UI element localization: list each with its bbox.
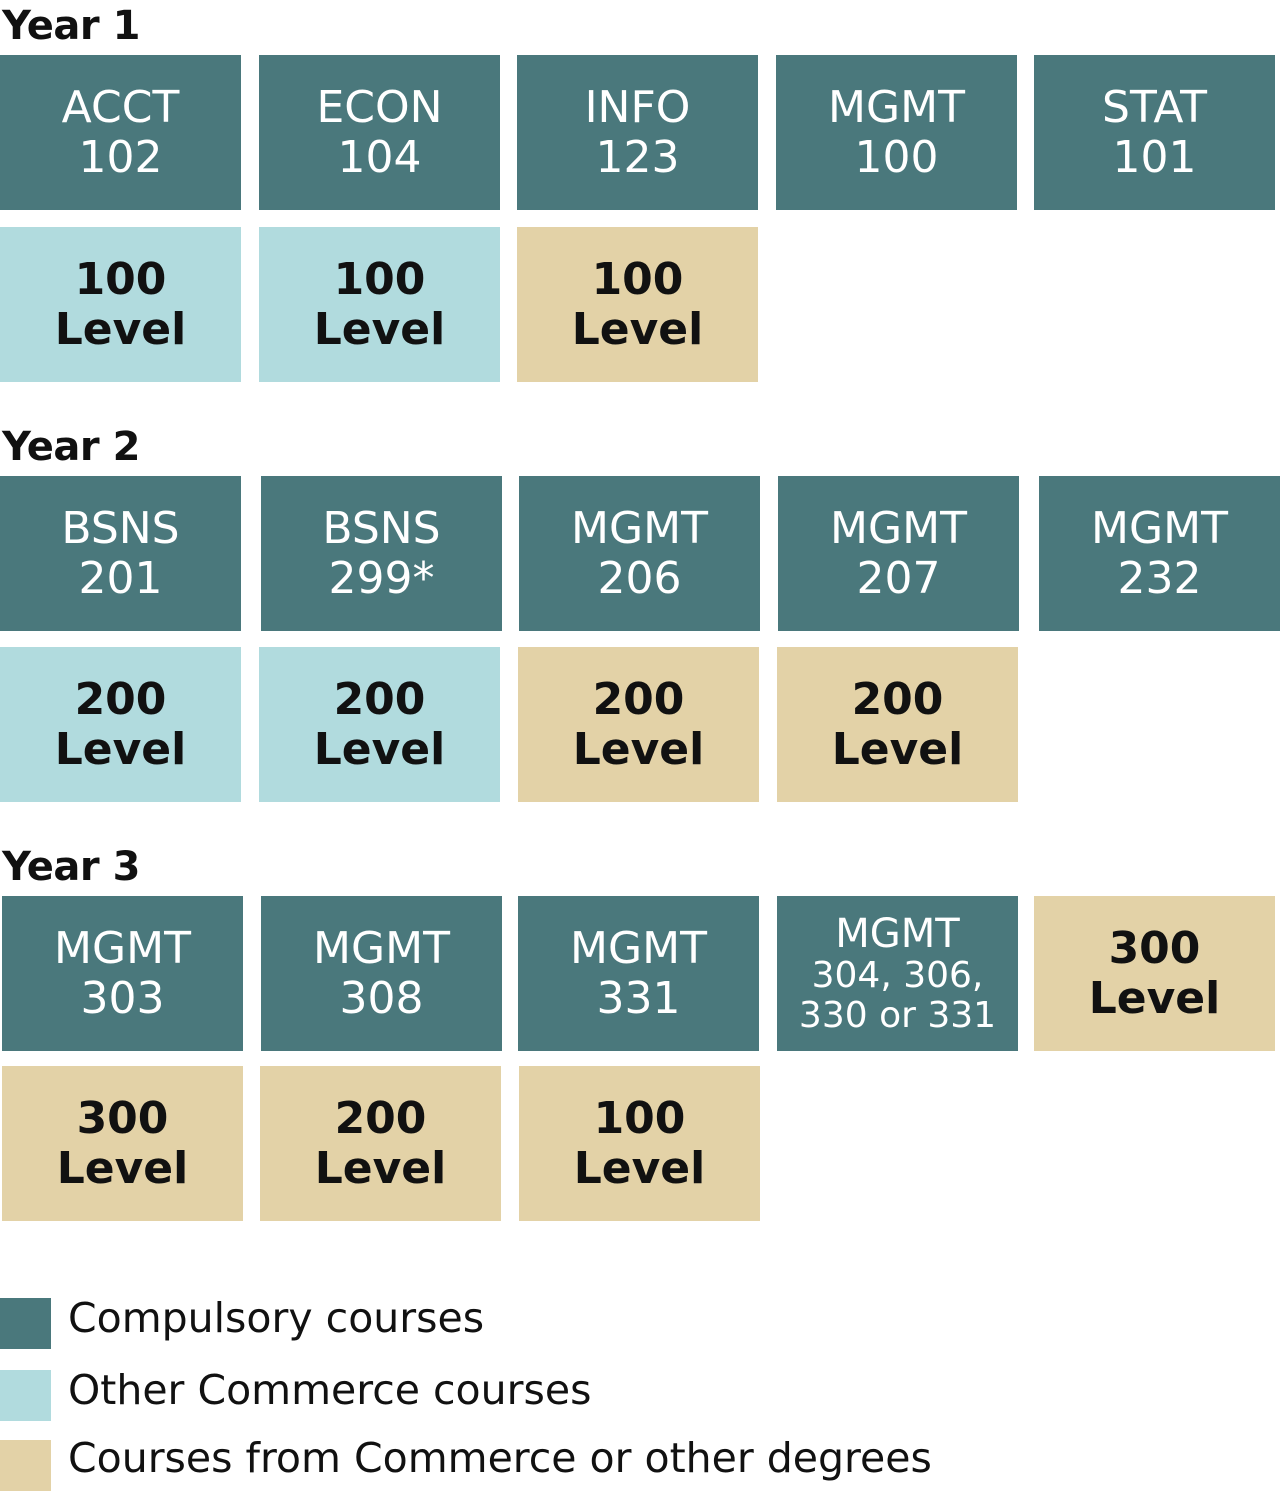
level-box-other: 300 Level <box>1034 896 1275 1051</box>
level-number: 200 <box>592 674 685 726</box>
legend-swatch-compulsory <box>0 1298 51 1349</box>
legend-label-commerce: Other Commerce courses <box>68 1366 592 1414</box>
level-box-other: 100 Level <box>517 227 758 382</box>
course-code: ACCT <box>61 82 180 134</box>
course-number: 201 <box>78 552 163 604</box>
course-code: MGMT <box>313 923 450 975</box>
course-box-mgmt-308: MGMT 308 <box>261 896 502 1051</box>
course-code: MGMT <box>1091 503 1228 555</box>
course-box-mgmt-207: MGMT 207 <box>778 476 1019 631</box>
level-number: 300 <box>1108 923 1201 975</box>
level-number: 200 <box>74 674 167 726</box>
level-word: Level <box>831 723 964 775</box>
course-code: MGMT <box>54 923 191 975</box>
course-box-mgmt-303: MGMT 303 <box>2 896 243 1051</box>
course-number: 303 <box>80 972 165 1024</box>
level-number: 100 <box>333 254 426 306</box>
level-number: 100 <box>74 254 167 306</box>
course-number: 206 <box>597 552 682 604</box>
legend-swatch-other <box>0 1440 51 1491</box>
level-box-other: 100 Level <box>519 1066 760 1221</box>
level-word: Level <box>54 723 187 775</box>
level-word: Level <box>571 303 704 355</box>
course-code: MGMT <box>830 503 967 555</box>
level-number: 300 <box>76 1093 169 1145</box>
course-number: 304, 306, <box>811 955 984 997</box>
level-word: Level <box>1088 972 1221 1024</box>
level-box-commerce: 100 Level <box>259 227 500 382</box>
course-box-econ-104: ECON 104 <box>259 55 500 210</box>
level-number: 100 <box>593 1093 686 1145</box>
level-number: 200 <box>851 674 944 726</box>
legend-label-other: Courses from Commerce or other degrees <box>68 1434 932 1482</box>
course-number: 308 <box>339 972 424 1024</box>
level-word: Level <box>313 303 446 355</box>
level-box-other: 200 Level <box>518 647 759 802</box>
course-number: 104 <box>337 131 422 183</box>
course-box-info-123: INFO 123 <box>517 55 758 210</box>
year-title: Year 1 <box>2 3 140 49</box>
course-code: BSNS <box>61 503 180 555</box>
course-number: 331 <box>596 972 681 1024</box>
level-box-other: 300 Level <box>2 1066 243 1221</box>
legend-label-compulsory: Compulsory courses <box>68 1294 485 1342</box>
course-box-mgmt-232: MGMT 232 <box>1039 476 1280 631</box>
course-number: 102 <box>78 131 163 183</box>
course-box-mgmt-elective: MGMT 304, 306, 330 or 331 <box>777 896 1018 1051</box>
course-number: 299* <box>328 552 435 604</box>
course-number: 100 <box>854 131 939 183</box>
course-code: MGMT <box>835 910 960 957</box>
course-box-acct-102: ACCT 102 <box>0 55 241 210</box>
course-box-bsns-299: BSNS 299* <box>261 476 502 631</box>
level-number: 100 <box>591 254 684 306</box>
course-box-mgmt-206: MGMT 206 <box>519 476 760 631</box>
level-box-other: 200 Level <box>260 1066 501 1221</box>
level-word: Level <box>573 1142 706 1194</box>
course-box-bsns-201: BSNS 201 <box>0 476 241 631</box>
level-word: Level <box>56 1142 189 1194</box>
legend-swatch-commerce <box>0 1370 51 1421</box>
course-box-stat-101: STAT 101 <box>1034 55 1275 210</box>
level-box-other: 200 Level <box>777 647 1018 802</box>
course-code: BSNS <box>322 503 441 555</box>
level-number: 200 <box>334 1093 427 1145</box>
level-word: Level <box>54 303 187 355</box>
year-title: Year 2 <box>2 424 140 470</box>
year-title: Year 3 <box>2 844 140 890</box>
course-code: MGMT <box>571 503 708 555</box>
course-code: MGMT <box>570 923 707 975</box>
level-box-commerce: 200 Level <box>0 647 241 802</box>
course-number: 232 <box>1117 552 1202 604</box>
course-box-mgmt-100: MGMT 100 <box>776 55 1017 210</box>
course-code: ECON <box>316 82 443 134</box>
level-word: Level <box>314 1142 447 1194</box>
course-code: STAT <box>1102 82 1207 134</box>
level-box-commerce: 200 Level <box>259 647 500 802</box>
level-box-commerce: 100 Level <box>0 227 241 382</box>
course-number: 101 <box>1112 131 1197 183</box>
course-code: INFO <box>584 82 691 134</box>
level-word: Level <box>572 723 705 775</box>
course-code: MGMT <box>828 82 965 134</box>
level-number: 200 <box>333 674 426 726</box>
level-word: Level <box>313 723 446 775</box>
course-number: 330 or 331 <box>798 994 997 1036</box>
course-number: 123 <box>595 131 680 183</box>
course-number: 207 <box>856 552 941 604</box>
course-box-mgmt-331: MGMT 331 <box>518 896 759 1051</box>
